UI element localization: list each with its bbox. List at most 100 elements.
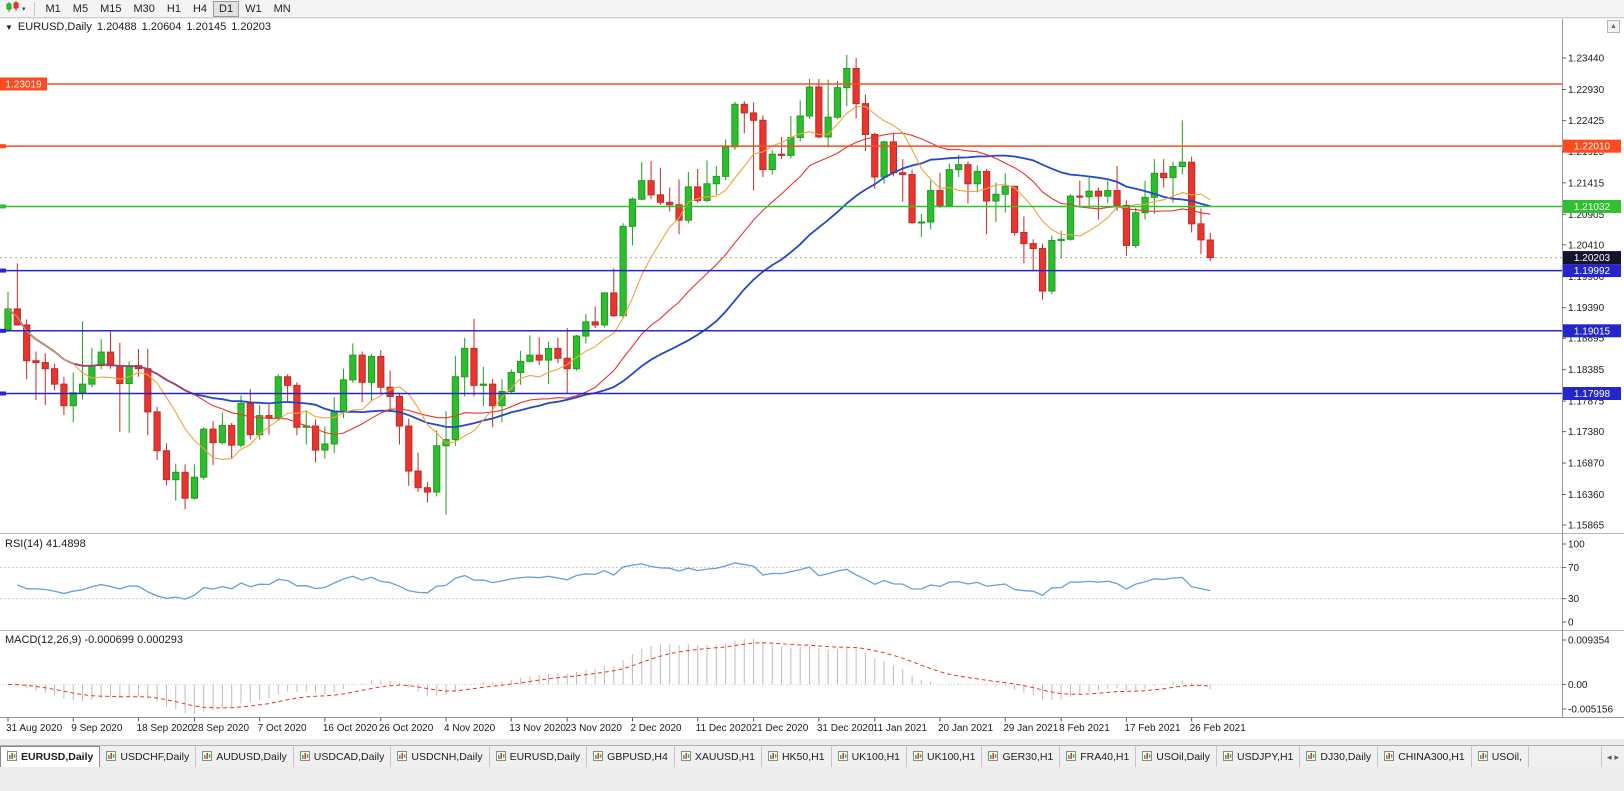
- tab-ger30-h1[interactable]: GER30,H1: [982, 746, 1061, 767]
- tab-label: USDCAD,Daily: [313, 751, 385, 763]
- svg-text:8 Feb 2021: 8 Feb 2021: [1059, 723, 1110, 734]
- svg-text:1.21415: 1.21415: [1568, 178, 1605, 189]
- rsi-indicator-label: RSI(14) 41.4898: [5, 538, 86, 550]
- mini-chart-icon: [767, 750, 778, 764]
- tab-dj30-daily[interactable]: DJ30,Daily: [1300, 746, 1379, 767]
- tab-usdcnh-daily[interactable]: USDCNH,Daily: [391, 746, 490, 767]
- timeframe-h1[interactable]: H1: [166, 2, 181, 15]
- rsi-pane: 100 70 30 0: [0, 540, 1585, 629]
- svg-text:70: 70: [1568, 563, 1580, 574]
- svg-text:23 Nov 2020: 23 Nov 2020: [565, 723, 622, 734]
- tab-audusd-daily[interactable]: AUDUSD,Daily: [196, 746, 294, 767]
- tab-label: FRA40,H1: [1080, 751, 1130, 763]
- price-axis[interactable]: 1.234401.229301.224251.219251.214151.209…: [1562, 54, 1605, 532]
- timeframe-m5[interactable]: M5: [72, 2, 89, 15]
- tab-label: USDJPY,H1: [1236, 751, 1294, 763]
- svg-text:1.17380: 1.17380: [1568, 427, 1605, 438]
- svg-text:18 Sep 2020: 18 Sep 2020: [136, 723, 193, 734]
- svg-text:1.19900: 1.19900: [1568, 272, 1605, 283]
- tab-eurusd-daily[interactable]: EURUSD,Daily: [489, 746, 588, 767]
- timeframe-toolbar: M1 M5 M15 M30 H1 H4 D1 W1 MN: [40, 0, 297, 17]
- quote-close: 1.20203: [231, 21, 271, 33]
- timeframe-m15[interactable]: M15: [100, 2, 122, 15]
- timeframe-h4[interactable]: H4: [192, 2, 208, 15]
- tab-scroll-buttons: ◂ ▸: [1600, 746, 1624, 767]
- tab-label: USDCNH,Daily: [411, 751, 483, 763]
- svg-text:28 Sep 2020: 28 Sep 2020: [192, 723, 249, 734]
- mini-chart-icon: [1384, 750, 1395, 764]
- svg-text:11 Jan 2021: 11 Jan 2021: [873, 723, 928, 734]
- svg-text:0: 0: [1568, 618, 1574, 629]
- moving-averages: [7, 105, 1211, 460]
- svg-text:31 Dec 2020: 31 Dec 2020: [817, 723, 874, 734]
- svg-text:26 Feb 2021: 26 Feb 2021: [1190, 723, 1247, 734]
- svg-text:1.19015: 1.19015: [1574, 326, 1611, 337]
- tab-uk100-h1[interactable]: UK100,H1: [907, 746, 983, 767]
- tab-usdchf-daily[interactable]: USDCHF,Daily: [100, 746, 197, 767]
- svg-text:1.22010: 1.22010: [1574, 142, 1611, 153]
- tab-label: USOil,Daily: [1156, 751, 1210, 763]
- tab-gbpusd-h4[interactable]: GBPUSD,H4: [587, 746, 675, 767]
- timeframe-m30[interactable]: M30: [133, 2, 155, 15]
- tab-usoil-daily[interactable]: USOil,Daily: [1136, 746, 1217, 767]
- tab-label: EURUSD,Daily: [21, 751, 94, 763]
- price-scale-up-icon[interactable]: ▲: [1607, 20, 1620, 33]
- timeframe-w1[interactable]: W1: [245, 2, 262, 15]
- chart-area[interactable]: 1.234401.229301.224251.219251.214151.209…: [0, 19, 1624, 739]
- time-axis[interactable]: 31 Aug 2020 9 Sep 2020 18 Sep 2020 28 Sep 2…: [6, 717, 1247, 735]
- tab-hk50-h1[interactable]: HK50,H1: [761, 746, 832, 767]
- mini-chart-icon: [1306, 750, 1317, 764]
- chart-tabbar: EURUSD,Daily USDCHF,Daily AUDUSD,Daily USDC…: [0, 745, 1624, 767]
- mini-chart-icon: [1477, 750, 1488, 764]
- timeframe-d1[interactable]: D1: [213, 0, 240, 17]
- tab-label: USOil,: [1491, 751, 1523, 763]
- timeframe-mn[interactable]: MN: [273, 2, 291, 15]
- dropdown-arrow-icon[interactable]: ▾: [22, 5, 26, 13]
- mini-chart-icon: [593, 750, 604, 764]
- svg-text:0.00: 0.00: [1568, 680, 1588, 691]
- tab-label: AUDUSD,Daily: [216, 751, 287, 763]
- mini-chart-icon: [1222, 750, 1233, 764]
- tab-label: USDCHF,Daily: [120, 751, 190, 763]
- tab-fra40-h1[interactable]: FRA40,H1: [1060, 746, 1137, 767]
- svg-text:2 Dec 2020: 2 Dec 2020: [630, 723, 682, 734]
- tab-eurusd-daily[interactable]: EURUSD,Daily: [0, 746, 101, 767]
- symbol-dropdown-icon[interactable]: ▼: [5, 22, 13, 32]
- svg-text:13 Nov 2020: 13 Nov 2020: [509, 723, 566, 734]
- svg-text:4 Nov 2020: 4 Nov 2020: [444, 723, 496, 734]
- tab-usdjpy-h1[interactable]: USDJPY,H1: [1216, 746, 1301, 767]
- quote-low: 1.20145: [186, 21, 227, 33]
- mini-chart-icon: [837, 750, 848, 764]
- tab-usoil[interactable]: USOil,: [1471, 746, 1530, 767]
- svg-text:100: 100: [1568, 540, 1585, 551]
- tab-label: HK50,H1: [781, 751, 825, 763]
- svg-text:29 Jan 2021: 29 Jan 2021: [1003, 723, 1058, 734]
- svg-text:1.17998: 1.17998: [1574, 389, 1611, 400]
- macd-indicator-label: MACD(12,26,9) -0.000699 0.000293: [5, 634, 183, 646]
- svg-text:1.20905: 1.20905: [1568, 210, 1605, 221]
- timeframe-m1[interactable]: M1: [45, 2, 61, 15]
- horizontal-lines[interactable]: [0, 83, 1562, 396]
- svg-text:1.15865: 1.15865: [1568, 520, 1605, 531]
- tab-usdcad-daily[interactable]: USDCAD,Daily: [293, 746, 392, 767]
- price-badges: 1.23019 1.22010 1.21032 1.19992 1.19015 1.179…: [0, 77, 1621, 401]
- quote-open: 1.20488: [96, 21, 137, 33]
- svg-text:20 Jan 2021: 20 Jan 2021: [938, 723, 993, 734]
- mini-chart-icon: [495, 750, 506, 764]
- svg-text:21 Dec 2020: 21 Dec 2020: [752, 723, 809, 734]
- chart-tabs: EURUSD,Daily USDCHF,Daily AUDUSD,Daily USDC…: [0, 746, 1624, 767]
- tab-china300-h1[interactable]: CHINA300,H1: [1378, 746, 1472, 767]
- svg-text:1.19390: 1.19390: [1568, 303, 1605, 314]
- quote-line: ▼ EURUSD,Daily 1.20488 1.20604 1.20145 1…: [5, 21, 271, 33]
- svg-text:7 Oct 2020: 7 Oct 2020: [258, 723, 307, 734]
- new-chart-button[interactable]: ▾: [3, 0, 29, 17]
- mini-chart-icon: [1142, 750, 1153, 764]
- tab-label: CHINA300,H1: [1398, 751, 1465, 763]
- mini-chart-icon: [988, 750, 999, 764]
- tab-uk100-h1[interactable]: UK100,H1: [831, 746, 908, 767]
- tab-xauusd-h1[interactable]: XAUUSD,H1: [674, 746, 762, 767]
- price-chart-svg: 1.234401.229301.224251.219251.214151.209…: [0, 19, 1624, 735]
- tab-scroll-left-icon[interactable]: ◂: [1606, 751, 1612, 762]
- tab-scroll-right-icon[interactable]: ▸: [1614, 751, 1619, 762]
- svg-text:9 Sep 2020: 9 Sep 2020: [71, 723, 123, 734]
